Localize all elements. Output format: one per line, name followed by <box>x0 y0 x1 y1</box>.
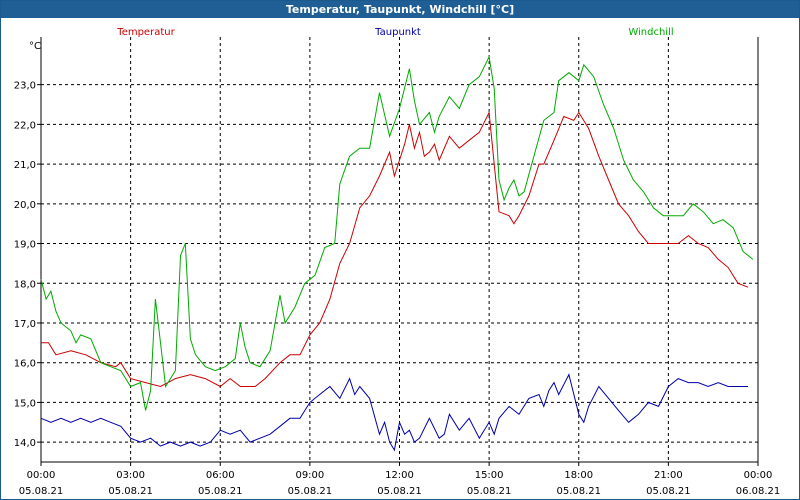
legend-temperatur: Temperatur <box>116 27 175 38</box>
x-tick-date: 05.08.21 <box>467 486 512 497</box>
x-tick-date: 05.08.21 <box>646 486 691 497</box>
x-tick-time: 15:00 <box>475 470 504 481</box>
x-tick-date: 05.08.21 <box>288 486 333 497</box>
x-tick-time: 06:00 <box>206 470 235 481</box>
x-tick-date: 05.08.21 <box>19 486 64 497</box>
x-tick-date: 05.08.21 <box>198 486 243 497</box>
x-tick-date: 05.08.21 <box>556 486 601 497</box>
x-tick-time: 00:00 <box>27 470 56 481</box>
y-tick-label: 16,0 <box>14 359 36 370</box>
x-tick-time: 03:00 <box>116 470 145 481</box>
legend-taupunkt: Taupunkt <box>374 27 421 38</box>
legend: Temperatur Taupunkt Windchill <box>116 27 673 38</box>
y-tick-label: 22,0 <box>14 120 36 131</box>
series-line-temperatur <box>41 110 749 388</box>
legend-windchill: Windchill <box>628 27 673 38</box>
y-tick-label: 20,0 <box>14 200 36 211</box>
y-tick-label: 17,0 <box>14 319 36 330</box>
y-tick-label: 14,0 <box>14 438 36 449</box>
x-tick-date: 05.08.21 <box>108 486 153 497</box>
window-title: Temperatur, Taupunkt, Windchill [°C] <box>1 1 799 18</box>
y-axis-label: °C <box>29 41 41 52</box>
x-tick-time: 21:00 <box>654 470 683 481</box>
x-tick-time: 12:00 <box>385 470 414 481</box>
series-line-taupunkt <box>40 373 749 452</box>
x-tick-date: 06.08.21 <box>736 486 781 497</box>
y-tick-label: 21,0 <box>14 160 36 171</box>
grid-lines <box>41 37 758 462</box>
series-line-windchill <box>40 55 754 411</box>
y-tick-label: 15,0 <box>14 398 36 409</box>
y-tick-label: 23,0 <box>14 81 36 92</box>
x-tick-time: 00:00 <box>744 470 773 481</box>
x-tick-time: 18:00 <box>564 470 593 481</box>
x-tick-date: 05.08.21 <box>377 486 422 497</box>
series-lines <box>40 55 754 452</box>
x-tick-time: 09:00 <box>295 470 324 481</box>
x-axis-ticks: 00:00 05.08.21 03:00 05.08.21 06:00 05.08.21 0… <box>19 462 781 497</box>
y-axis-ticks: 14,0 15,0 16,0 17,0 18,0 19,0 20,0 21,0 22,0 23,0 <box>14 81 41 449</box>
y-tick-label: 18,0 <box>14 279 36 290</box>
y-tick-label: 19,0 <box>14 240 36 251</box>
